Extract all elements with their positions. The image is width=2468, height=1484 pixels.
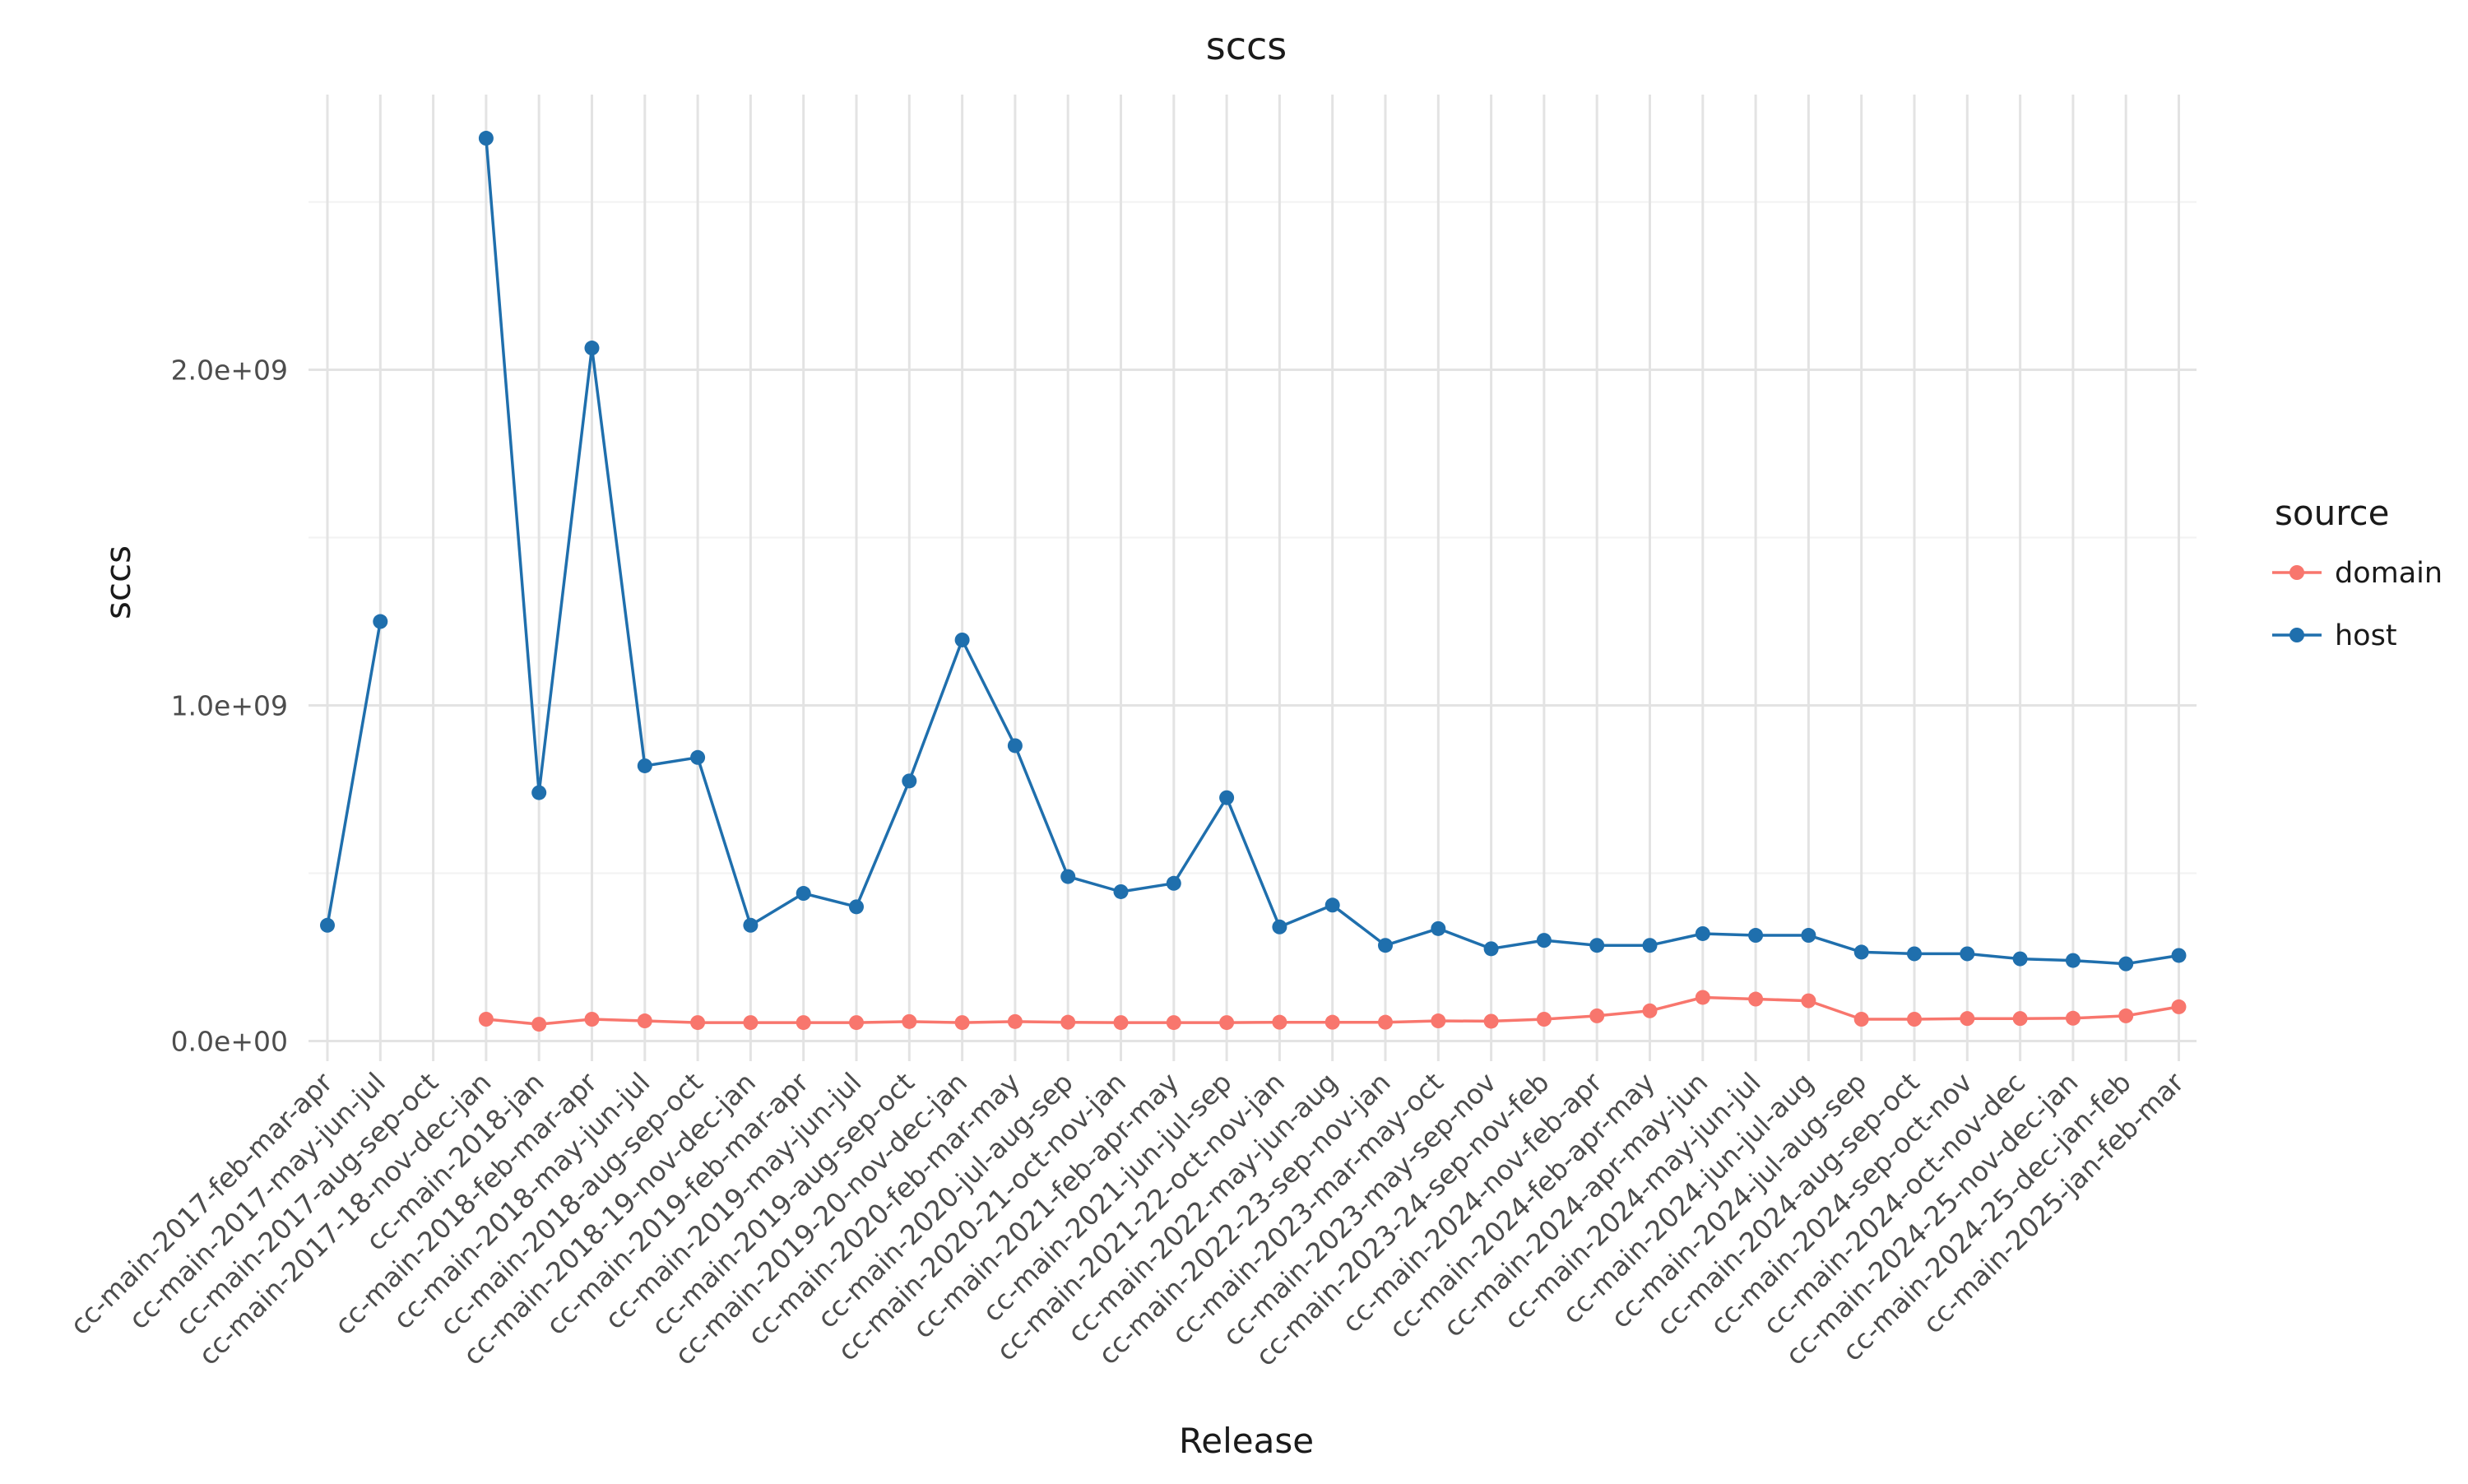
data-point-domain <box>1695 990 1710 1005</box>
data-point-host <box>1166 875 1181 891</box>
data-point-domain <box>796 1015 811 1031</box>
data-point-host <box>1642 938 1658 953</box>
data-point-host <box>1272 919 1287 934</box>
y-axis-title: sccs <box>98 545 138 619</box>
legend-label-domain: domain <box>2335 557 2442 590</box>
data-point-host <box>2118 956 2134 972</box>
data-point-host <box>2171 948 2187 963</box>
legend-key-point-domain <box>2289 565 2304 580</box>
data-point-domain <box>1219 1015 1235 1031</box>
data-point-domain <box>1642 1003 1658 1018</box>
y-tick-label: 2.0e+09 <box>171 355 288 387</box>
data-point-domain <box>1324 1014 1340 1030</box>
data-point-host <box>1378 938 1393 953</box>
data-point-domain <box>743 1015 758 1031</box>
data-point-host <box>373 614 388 629</box>
data-point-domain <box>1801 993 1816 1009</box>
data-point-host <box>1695 925 1710 941</box>
data-point-domain <box>1113 1015 1129 1031</box>
data-point-host <box>796 886 811 902</box>
data-point-host <box>849 899 864 915</box>
chart-title: sccs <box>1206 24 1287 68</box>
data-point-domain <box>2171 999 2187 1014</box>
data-point-domain <box>1748 991 1764 1007</box>
data-point-host <box>320 917 335 933</box>
data-point-domain <box>954 1015 970 1031</box>
data-point-domain <box>1853 1012 1869 1027</box>
data-point-host <box>1589 938 1605 953</box>
legend: source domain host <box>2272 493 2442 652</box>
data-point-domain <box>478 1012 494 1027</box>
data-point-domain <box>2118 1008 2134 1023</box>
data-point-domain <box>584 1012 600 1027</box>
data-point-host <box>584 341 600 356</box>
legend-title: source <box>2275 493 2389 533</box>
data-point-domain <box>1960 1011 1975 1027</box>
data-point-domain <box>1166 1015 1181 1031</box>
data-point-host <box>1483 941 1499 957</box>
data-point-host <box>478 131 494 146</box>
data-point-host <box>531 785 547 800</box>
data-point-host <box>1219 790 1235 805</box>
data-point-host <box>902 773 917 789</box>
data-point-host <box>1431 921 1446 936</box>
data-point-domain <box>690 1015 706 1031</box>
data-point-host <box>1060 869 1076 884</box>
data-point-domain <box>1007 1013 1023 1029</box>
data-point-host <box>1324 897 1340 913</box>
series-layer <box>320 131 2187 1032</box>
legend-label-host: host <box>2335 619 2397 652</box>
data-point-host <box>1536 933 1552 948</box>
data-point-host <box>1907 946 1922 962</box>
data-point-domain <box>1589 1008 1605 1023</box>
data-point-host <box>2012 951 2028 967</box>
data-point-domain <box>1272 1014 1287 1030</box>
data-point-host <box>1853 944 1869 960</box>
data-point-domain <box>1907 1012 1922 1027</box>
data-point-host <box>2065 953 2081 968</box>
data-point-domain <box>1431 1013 1446 1029</box>
data-point-host <box>1007 738 1023 754</box>
data-point-domain <box>2012 1011 2028 1027</box>
data-point-host <box>1960 946 1975 962</box>
data-point-domain <box>1483 1013 1499 1029</box>
data-point-domain <box>2065 1010 2081 1026</box>
data-point-domain <box>637 1013 652 1029</box>
grid <box>308 95 2197 1061</box>
data-point-host <box>1801 928 1816 944</box>
y-tick-label: 1.0e+09 <box>171 690 288 722</box>
data-point-domain <box>902 1013 917 1029</box>
data-point-host <box>743 917 758 933</box>
data-point-domain <box>531 1017 547 1032</box>
data-point-domain <box>849 1015 864 1031</box>
data-point-host <box>1113 883 1129 899</box>
data-point-host <box>1748 928 1764 944</box>
data-point-domain <box>1536 1012 1552 1027</box>
data-point-domain <box>1378 1014 1393 1030</box>
y-tick-label: 0.0e+00 <box>171 1026 288 1058</box>
data-point-domain <box>1060 1014 1076 1030</box>
data-point-host <box>690 749 706 765</box>
x-axis-title: Release <box>1179 1421 1314 1461</box>
series-line-host <box>326 621 383 926</box>
legend-key-point-host <box>2289 628 2304 642</box>
data-point-host <box>954 632 970 647</box>
data-point-host <box>637 758 652 773</box>
